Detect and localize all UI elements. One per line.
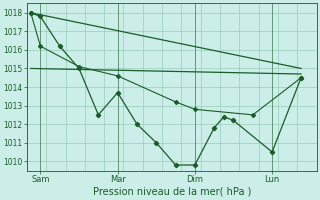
X-axis label: Pression niveau de la mer( hPa ): Pression niveau de la mer( hPa ) [92, 187, 251, 197]
